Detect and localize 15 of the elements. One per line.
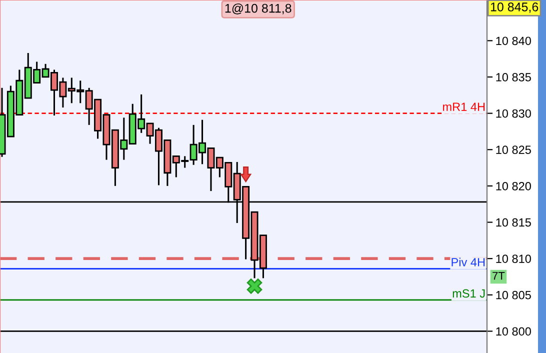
text: 10 845,6 — [490, 2, 538, 13]
y-tick-label: 10 805 — [496, 290, 531, 300]
annotation: 1@10 811,8 — [225, 4, 292, 14]
ref-line-label: Piv 4H — [452, 258, 485, 266]
y-tick-label: 10 825 — [496, 146, 531, 154]
y-tick-label: 10 815 — [496, 218, 531, 227]
y-tick-label: 10 810 — [496, 254, 531, 263]
y-tick-label: 10 830 — [496, 109, 531, 118]
ref-line-label: mR1 4H — [443, 102, 485, 111]
y-tick-label: 10 800 — [496, 327, 531, 336]
y-tick-label: 10 840 — [496, 36, 531, 46]
y-tick-label: 10 820 — [496, 182, 531, 190]
text: 7T — [492, 272, 505, 280]
y-tick-label: 10 835 — [496, 73, 531, 82]
ref-line-label: mS1 J — [452, 289, 485, 298]
